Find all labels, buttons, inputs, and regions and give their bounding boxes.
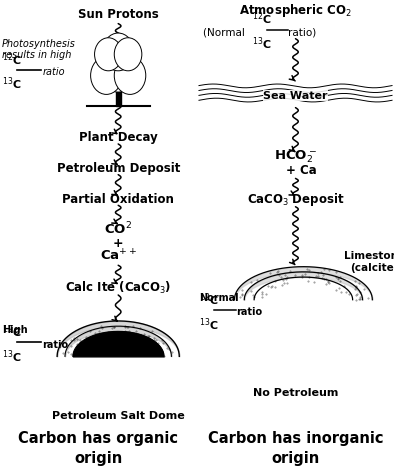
Text: $^{12}$C: $^{12}$C [199,291,219,308]
Circle shape [102,33,134,71]
Text: Normal: Normal [199,293,239,303]
Text: HCO$_2^-$: HCO$_2^-$ [274,149,317,165]
Text: Plant Decay: Plant Decay [79,131,158,144]
Text: $^{13}$C: $^{13}$C [2,76,22,92]
Text: $^{13}$C: $^{13}$C [2,348,22,365]
Bar [116,87,121,106]
Circle shape [97,40,140,92]
Circle shape [114,57,146,94]
Text: Sea Water: Sea Water [263,91,328,101]
Text: Calc Ite (CaCO$_3$): Calc Ite (CaCO$_3$) [65,280,171,296]
Text: Carbon has inorganic
origin: Carbon has inorganic origin [208,431,383,466]
Text: $^{13}$C: $^{13}$C [199,316,219,333]
Text: Photosynthesis
results in high: Photosynthesis results in high [2,39,76,60]
Text: $^{12}$C: $^{12}$C [252,11,272,27]
Text: Ca$^{++}$: Ca$^{++}$ [100,248,137,263]
Text: Partial Oxidation: Partial Oxidation [62,193,174,206]
Text: +: + [113,236,123,250]
Text: ratio: ratio [43,67,65,77]
Text: CaCO$_3$ Deposit: CaCO$_3$ Deposit [247,191,344,208]
Text: Petroleum Salt Dome: Petroleum Salt Dome [52,411,184,421]
Circle shape [91,57,122,94]
Text: ratio): ratio) [288,27,317,37]
Text: (Normal: (Normal [203,27,247,37]
Text: Sun Protons: Sun Protons [78,8,158,21]
Text: $^{12}$C: $^{12}$C [2,52,22,68]
Text: $^{13}$C: $^{13}$C [252,36,272,52]
Text: Atmospheric CO$_2$: Atmospheric CO$_2$ [239,2,352,19]
Text: ratio: ratio [236,306,262,317]
Text: High: High [2,325,28,336]
Text: ratio: ratio [43,339,69,350]
Text: Limestone
(calcite): Limestone (calcite) [344,251,394,273]
Text: $^{12}$C: $^{12}$C [2,323,22,340]
Circle shape [114,38,142,71]
Circle shape [95,38,122,71]
Text: + Ca: + Ca [286,164,316,177]
Text: Carbon has organic
origin: Carbon has organic origin [19,431,178,466]
Text: No Petroleum: No Petroleum [253,388,338,398]
Text: Petroleum Deposit: Petroleum Deposit [56,162,180,175]
Text: CO$^2$: CO$^2$ [104,220,132,237]
